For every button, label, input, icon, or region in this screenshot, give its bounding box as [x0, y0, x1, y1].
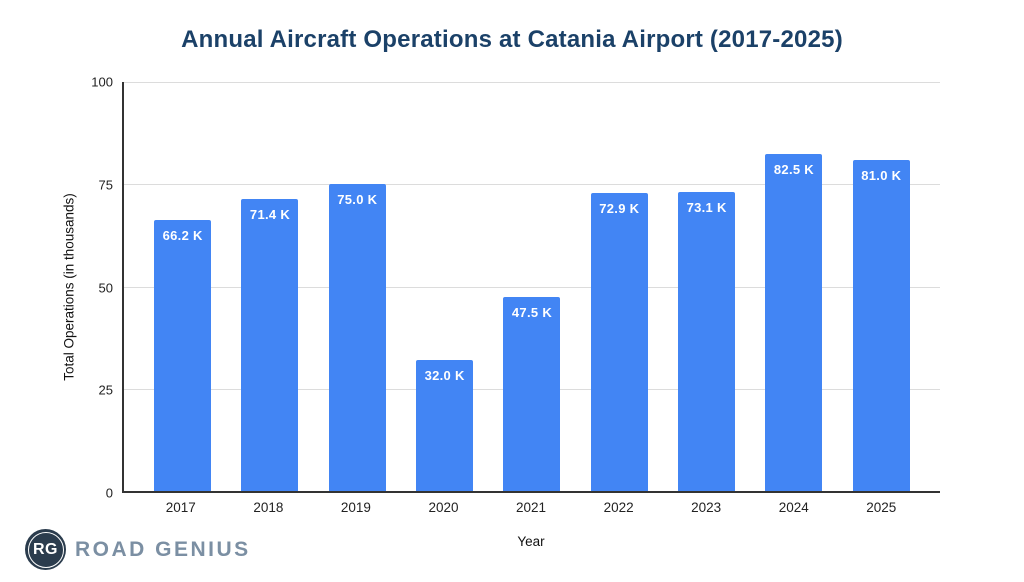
- bar-value-label: 47.5 K: [511, 304, 553, 320]
- rg-badge-icon: RG: [25, 529, 66, 570]
- road-genius-logo: RG ROAD GENIUS: [25, 529, 251, 570]
- bar-value-label: 73.1 K: [686, 200, 727, 216]
- bar-value-label: 72.9 K: [599, 200, 640, 216]
- bar-value-label: 81.0 K: [861, 167, 902, 183]
- x-tick-label: 2021: [516, 500, 547, 515]
- logo-wordmark: ROAD GENIUS: [75, 537, 251, 561]
- x-tick-label: 2017: [165, 500, 196, 515]
- y-tick-label: 25: [98, 382, 113, 398]
- y-tick-label: 75: [98, 177, 113, 193]
- bar-slot: 66.2 K: [139, 82, 226, 491]
- bar-slot: 75.0 K: [314, 82, 401, 491]
- x-tick-label: 2024: [778, 500, 809, 515]
- bar-2022: 72.9 K: [590, 192, 648, 491]
- bar-slot: 47.5 K: [488, 82, 575, 491]
- logo-monogram: RG: [33, 540, 58, 558]
- bar-slot: 32.0 K: [401, 82, 488, 491]
- bar-value-label: 66.2 K: [162, 228, 203, 244]
- bar-slot: 81.0 K: [838, 82, 925, 491]
- bar-2023: 73.1 K: [678, 192, 736, 491]
- x-tick-label: 2023: [691, 500, 722, 515]
- bar-value-label: 71.4 K: [249, 206, 291, 222]
- bar-slot: 71.4 K: [226, 82, 313, 491]
- bar-2021: 47.5 K: [503, 296, 561, 491]
- bar-2019: 75.0 K: [328, 184, 386, 491]
- x-tick-label: 2018: [253, 500, 284, 515]
- bar-2024: 82.5 K: [765, 153, 823, 491]
- bar-2017: 66.2 K: [154, 220, 212, 491]
- bar-2018: 71.4 K: [241, 198, 299, 491]
- x-tick-label: 2019: [340, 500, 371, 515]
- bar-series: 66.2 K 71.4 K 75.0 K 32.0 K 47.5 K 72.9 K 73.1…: [124, 82, 940, 491]
- bar-value-label: 75.0 K: [337, 192, 378, 208]
- gridline: [124, 184, 940, 186]
- bar-2025: 81.0 K: [852, 159, 910, 491]
- bar-slot: 72.9 K: [576, 82, 663, 491]
- bar-slot: 82.5 K: [750, 82, 837, 491]
- y-axis-tick-labels: 0 25 50 75 100: [0, 75, 113, 501]
- x-tick-label: 2020: [428, 500, 459, 515]
- gridline: [124, 286, 940, 288]
- y-tick-label: 50: [98, 280, 113, 295]
- bar-slot: 73.1 K: [663, 82, 750, 491]
- y-tick-label: 100: [91, 74, 113, 90]
- x-axis-title: Year: [517, 534, 545, 549]
- y-tick-label: 0: [105, 485, 113, 501]
- x-tick-label: 2025: [866, 500, 897, 515]
- bar-value-label: 82.5 K: [773, 161, 814, 177]
- x-tick-label: 2022: [603, 500, 634, 515]
- x-axis-tick-labels: 2017 2018 2019 2020 2021 2022 2023 2024 2025: [122, 500, 940, 515]
- bar-2020: 32.0 K: [416, 360, 474, 491]
- plot-area: 66.2 K 71.4 K 75.0 K 32.0 K 47.5 K 72.9 K 73.1…: [122, 82, 940, 493]
- chart-title: Annual Aircraft Operations at Catania Ai…: [181, 26, 843, 53]
- bar-value-label: 32.0 K: [424, 368, 465, 384]
- gridline: [124, 82, 940, 83]
